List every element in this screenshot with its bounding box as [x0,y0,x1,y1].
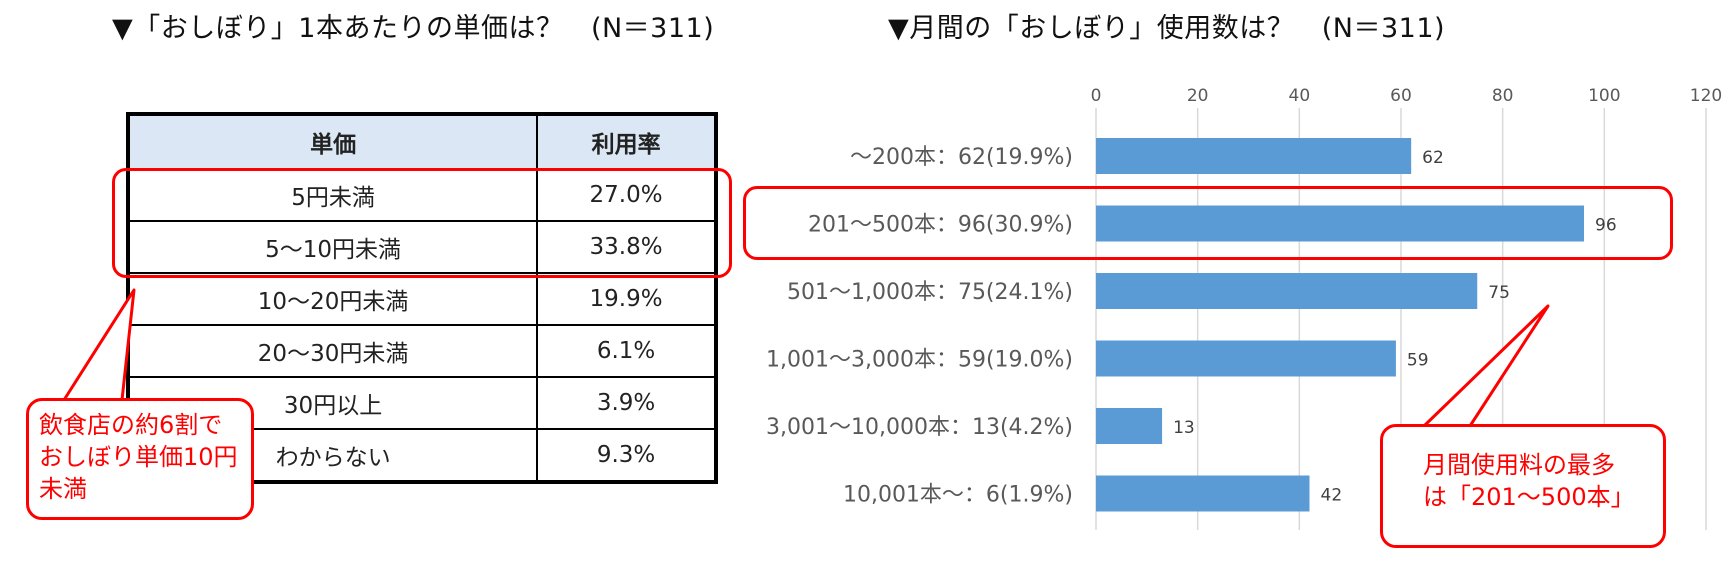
rate-cell: 9.3% [536,428,717,483]
table-highlight-box [112,168,732,278]
rate-cell: 19.9% [536,272,717,326]
x-tick-label: 100 [1588,86,1620,106]
table-row: 5～10円未満 33.8% [126,220,717,274]
right-callout: 月間使用料の最多 は「201～500本」 [1380,424,1666,548]
category-label: 201～500本：96(30.9%) [808,213,1073,238]
bar [1096,138,1412,174]
x-tick-label: 40 [1289,86,1311,106]
data-label: 62 [1422,148,1444,168]
bar [1096,475,1310,512]
bar [1096,273,1478,309]
bar [1096,408,1163,444]
right-callout-pointer [1422,304,1550,428]
callout-line: 月間使用料の最多 [1423,451,1615,479]
x-tick-label: 80 [1492,86,1514,106]
category-label: ～200本：62(19.9%) [850,145,1073,170]
rate-cell: 3.9% [536,376,717,430]
x-tick-label: 0 [1091,86,1102,106]
chart-highlight-box [743,186,1673,260]
x-tick-label: 60 [1390,86,1412,106]
table-title: ▼「おしぼり」1本あたりの単価は？ (N＝311) [112,13,715,44]
column-header-rate: 利用率 [536,113,717,170]
data-label: 96 [1595,216,1617,236]
x-tick-label: 120 [1690,86,1722,106]
callout-line: 未満 [39,475,87,503]
data-label: 13 [1173,418,1195,438]
category-label: 501～1,000本：75(24.1%) [787,280,1073,305]
bar [1096,340,1396,377]
rate-cell: 6.1% [536,324,717,378]
bar [1096,205,1584,242]
rate-cell: 33.8% [536,220,717,274]
price-cell: 20～30円未満 [126,324,539,378]
category-label: 10,001本～：6(1.9%) [843,483,1073,508]
table-row: 20～30円未満 6.1% [126,324,717,378]
chart-title: ▼月間の「おしぼり」使用数は？ (N＝311) [888,13,1446,44]
callout-line: は「201～500本」 [1423,483,1635,511]
table-row: 5円未満 27.0% [126,168,717,222]
callout-line: おしぼり単価10円 [39,443,238,471]
data-label: 75 [1488,283,1510,303]
x-tick-label: 20 [1187,86,1209,106]
data-label: 42 [1321,486,1343,506]
rate-cell: 27.0% [536,168,717,222]
price-cell: 5～10円未満 [126,220,539,274]
left-callout: 飲食店の約6割で おしぼり単価10円 未満 [26,398,254,520]
price-cell: 10～20円未満 [126,272,539,326]
price-cell: 5円未満 [126,168,539,222]
data-label: 59 [1407,351,1429,371]
left-callout-pointer [62,288,136,402]
category-label: 3,001～10,000本：13(4.2%) [766,415,1073,440]
category-label: 1,001～3,000本：59(19.0%) [766,348,1073,373]
callout-line: 飲食店の約6割で [39,411,223,439]
table-row: 10～20円未満 19.9% [126,272,717,326]
